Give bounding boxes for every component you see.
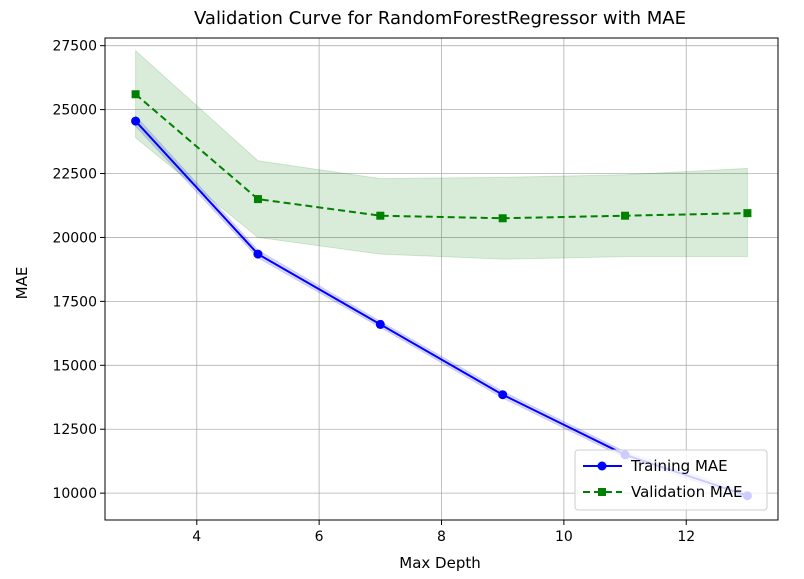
data-point-1	[131, 90, 140, 99]
x-tick-label: 12	[677, 529, 695, 545]
x-axis-label: Max Depth	[399, 554, 480, 572]
y-tick-label: 22500	[52, 167, 97, 183]
y-tick-label: 27500	[52, 39, 97, 55]
data-point-0	[498, 390, 508, 400]
x-tick-label: 4	[192, 529, 201, 545]
legend-box	[574, 449, 768, 511]
data-point-1	[498, 214, 507, 223]
data-point-1	[743, 209, 752, 218]
axis-ticks: 4 6 8 10 12 10000 12500 15000 17500 20000 22500 250…	[52, 39, 695, 545]
legend-entry-validation: Validation MAE	[583, 483, 743, 501]
data-point-0	[375, 319, 385, 329]
data-point-0	[253, 249, 263, 259]
y-tick-label: 17500	[52, 294, 97, 310]
grid	[105, 38, 778, 520]
data-point-1	[376, 211, 385, 220]
y-tick-label: 20000	[52, 230, 97, 246]
chart-title: Validation Curve for RandomForestRegress…	[194, 8, 686, 29]
legend-validation-marker	[598, 488, 606, 496]
data-point-0	[131, 116, 141, 126]
y-tick-label: 10000	[52, 486, 97, 502]
legend: Training MAE Validation MAE	[574, 449, 768, 511]
data-point-1	[253, 195, 262, 204]
y-tick-label: 12500	[52, 422, 97, 438]
y-tick-label: 15000	[52, 358, 97, 374]
series-line-1	[134, 93, 748, 220]
x-tick-label: 8	[437, 529, 446, 545]
data-point-1	[621, 211, 630, 220]
legend-entry-training: Training MAE	[583, 457, 728, 475]
legend-training-marker	[597, 461, 607, 471]
y-axis-label: MAE	[13, 267, 31, 300]
legend-validation-label: Validation MAE	[631, 483, 743, 501]
confidence-band-1	[135, 49, 748, 260]
x-tick-label: 10	[555, 529, 573, 545]
y-tick-label: 25000	[52, 103, 97, 119]
x-tick-label: 6	[315, 529, 324, 545]
legend-training-label: Training MAE	[630, 457, 728, 475]
